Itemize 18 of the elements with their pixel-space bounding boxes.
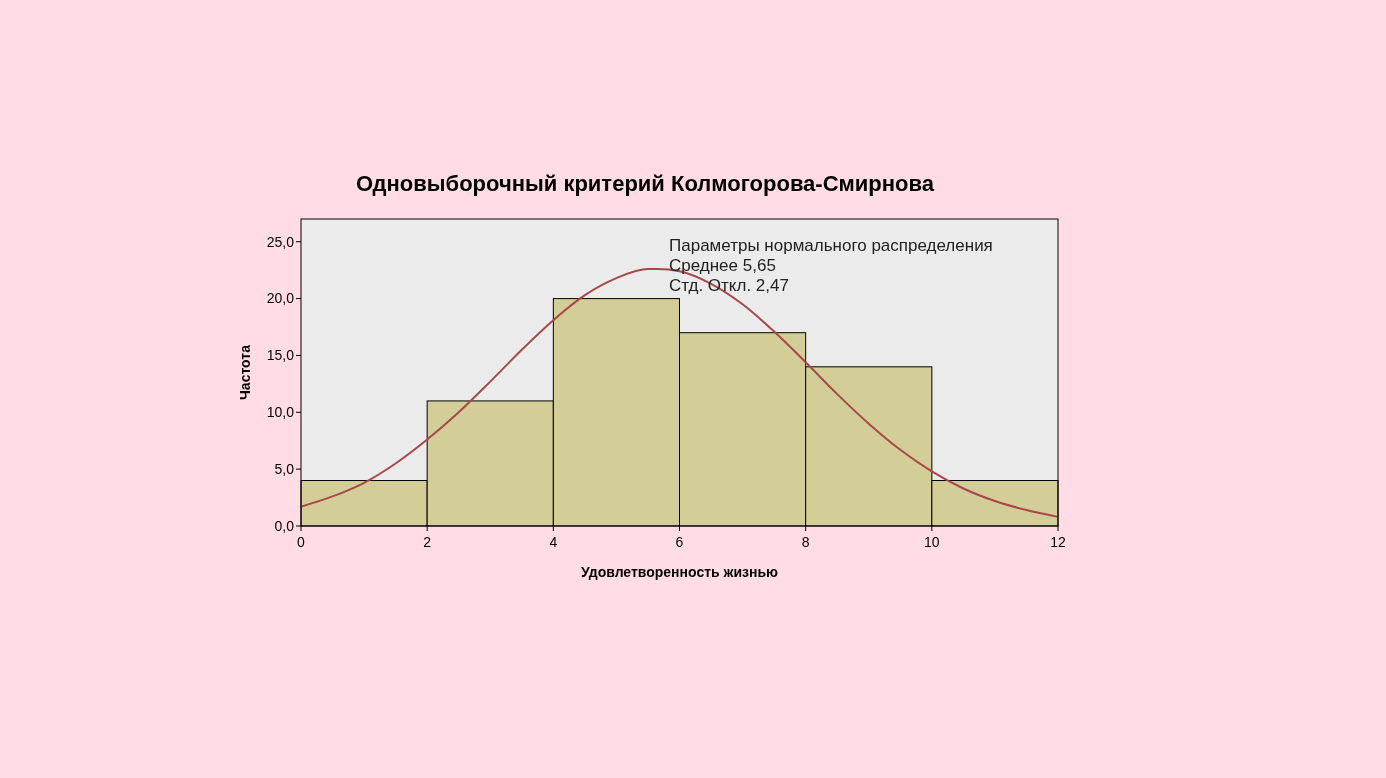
y-tick-label: 25,0 [266, 233, 295, 250]
annotation: Среднее 5,65 [669, 256, 776, 275]
x-tick-label: 10 [924, 534, 940, 550]
x-tick-label: 4 [549, 534, 558, 550]
y-tick-label: 10,0 [266, 404, 295, 421]
x-tick-label: 6 [675, 534, 684, 550]
x-tick-label: 8 [801, 534, 810, 550]
y-tick-label: 20,0 [266, 290, 295, 307]
x-tick-label: 0 [297, 534, 306, 550]
y-tick-label: 5,0 [274, 461, 295, 478]
chart-title: Одновыборочный критерий Колмогорова-Смирнова [355, 171, 935, 196]
annotation: Параметры нормального распределения [669, 236, 993, 255]
x-axis-title: Удовлетворенность жизнью [580, 564, 779, 580]
x-tick-label: 2 [423, 534, 432, 550]
y-tick-label: 0,0 [274, 517, 295, 534]
x-tick-label: 12 [1050, 534, 1066, 550]
y-tick-label: 15,0 [266, 347, 295, 364]
y-axis-title: Частота [237, 344, 253, 400]
